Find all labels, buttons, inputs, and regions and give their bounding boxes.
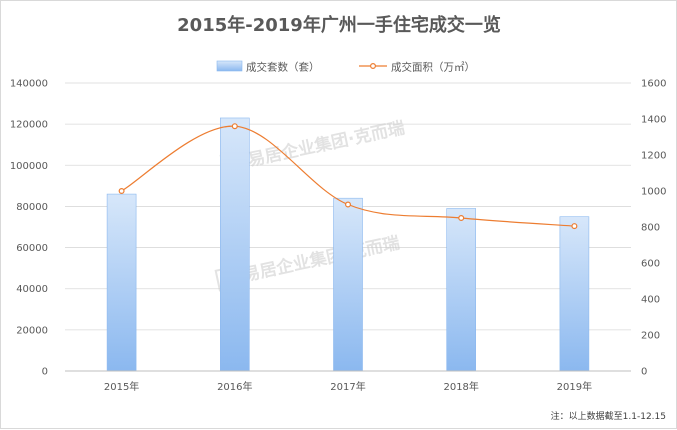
legend-line-marker (370, 62, 377, 69)
line-point-2017年 (345, 201, 352, 208)
bar-2019年 (559, 216, 590, 372)
bar-2018年 (446, 208, 477, 372)
line-point-2019年 (571, 223, 578, 230)
x-tick-label: 2016年 (217, 380, 252, 393)
bar-series (106, 117, 590, 372)
x-tick-label: 2019年 (557, 380, 592, 393)
y-right-tick-label: 800 (641, 223, 660, 234)
line-point-2016年 (231, 123, 238, 130)
y-left-tick-label: 40000 (16, 284, 48, 295)
chart-note: 注：以上数据截至1.1-12.15 (551, 410, 666, 422)
y-right-tick-label: 1400 (641, 115, 666, 126)
x-tick-label: 2017年 (330, 380, 365, 393)
y-right-tick-label: 200 (641, 331, 660, 342)
y-right-tick-label: 1000 (641, 187, 666, 198)
y-left-tick-label: 120000 (10, 120, 48, 131)
area-line (121, 125, 575, 227)
bar-2016年 (220, 117, 250, 372)
y-right-tick-label: 400 (641, 295, 660, 306)
legend-bar-label: 成交套数（套） (246, 61, 320, 74)
y-right-tick-label: 600 (641, 259, 660, 270)
y-left-tick-label: 60000 (16, 243, 48, 254)
y-left-tick-label: 140000 (10, 79, 48, 90)
bar-2017年 (333, 197, 363, 372)
y-left-tick-label: 80000 (16, 202, 48, 213)
watermark-text: 易居企业集团·克而瑞 (246, 117, 406, 171)
chart-title: 2015年-2019年广州一手住宅成交一览 (177, 14, 501, 36)
line-series (118, 123, 578, 230)
legend: 成交套数（套） 成交面积（万㎡） (216, 60, 475, 74)
y-left-tick-label: 100000 (10, 161, 48, 172)
y-right-tick-label: 1200 (641, 151, 666, 162)
x-tick-label: 2015年 (104, 380, 139, 393)
legend-bar-swatch (216, 60, 243, 72)
y-left-tick-label: 20000 (16, 325, 48, 336)
y-right-tick-label: 1600 (641, 79, 666, 90)
x-tick-label: 2018年 (443, 380, 478, 393)
y-left-tick-label: 0 (42, 367, 48, 378)
watermark-text: 易居企业集团·克而瑞 (241, 232, 401, 286)
line-point-2015年 (118, 188, 125, 195)
bar-2015年 (106, 193, 137, 372)
axes: 0 20000 40000 60000 80000 100000 120000 140000 0… (10, 79, 667, 394)
y-right-tick-label: 0 (641, 367, 647, 378)
legend-line-label: 成交面积（万㎡） (391, 61, 475, 74)
line-point-2018年 (458, 215, 465, 222)
